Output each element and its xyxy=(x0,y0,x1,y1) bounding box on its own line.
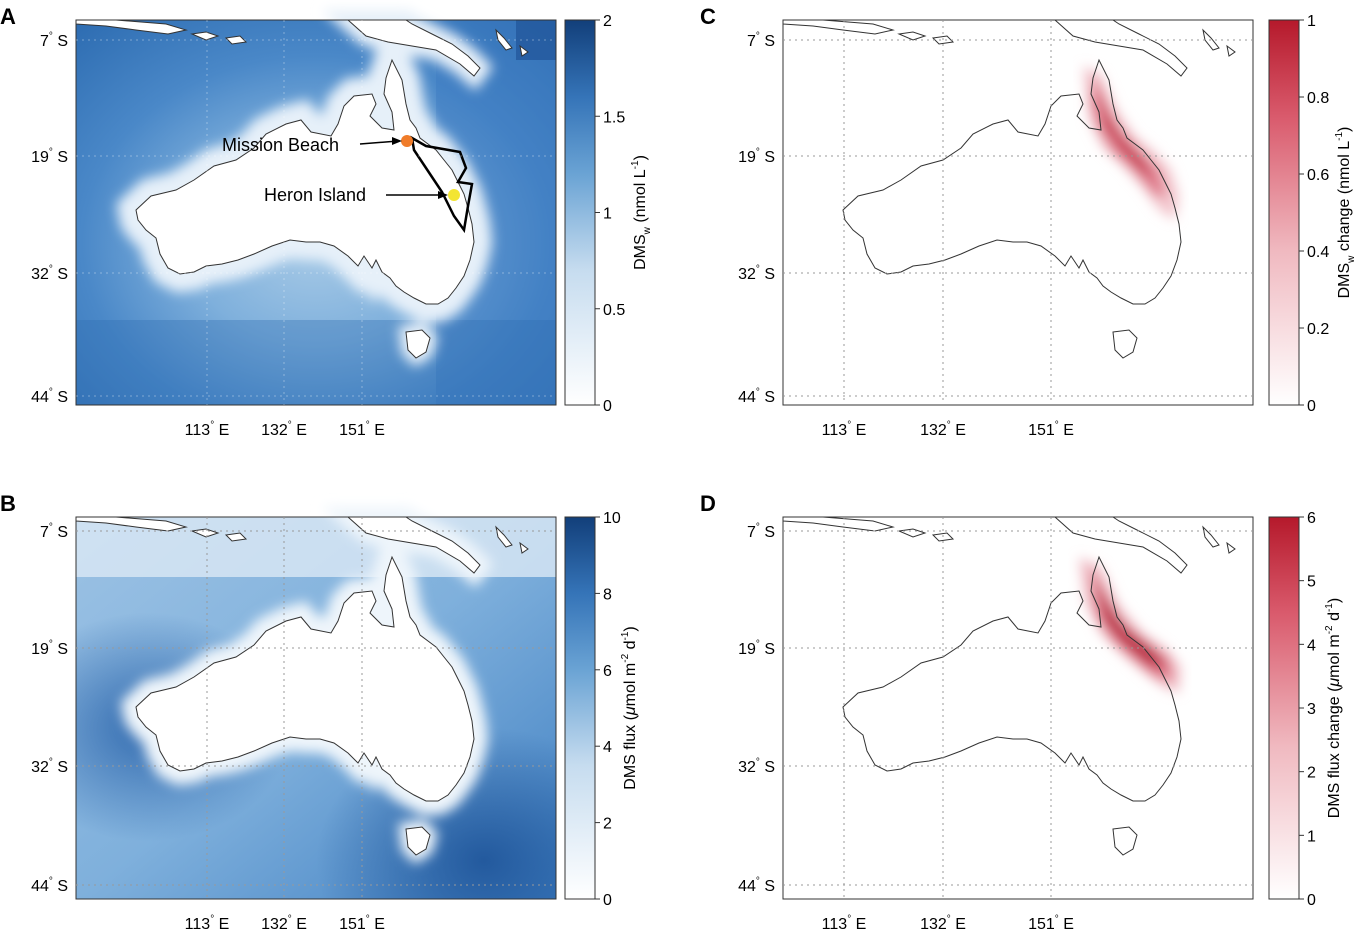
colorbar-tick-label: 0 xyxy=(1307,398,1316,415)
colorbar-scale xyxy=(1268,516,1300,900)
map-area xyxy=(75,517,557,900)
heron-island-marker xyxy=(448,189,460,201)
colorbar-tick-label: 4 xyxy=(1307,637,1316,654)
panel-a: A Mi xyxy=(0,4,653,439)
lat-tick-label: 7° S xyxy=(747,31,775,50)
lat-tick-label: 19° S xyxy=(738,147,775,166)
lat-tick-label: 32° S xyxy=(738,757,775,776)
lon-tick-label: 132° E xyxy=(920,914,966,933)
colorbar-tick-label: 1.5 xyxy=(603,109,625,126)
panel-letter: C xyxy=(700,4,716,29)
lon-tick-label: 151° E xyxy=(339,420,385,439)
lon-tick-label: 113° E xyxy=(185,420,230,439)
colorbar: 0 1 2 3 4 5 6 DMS flux change (μmol m-2 d-1) xyxy=(1268,510,1343,909)
colorbar-label: DMSw change (nmol L-1) xyxy=(1334,127,1357,299)
lat-tick-label: 44° S xyxy=(31,387,68,406)
colorbar-label: DMSw (nmol L-1) xyxy=(630,155,653,270)
panel-letter: D xyxy=(700,491,716,516)
panel-letter: A xyxy=(0,4,16,29)
map-area: Mission Beach Heron Island xyxy=(75,20,557,406)
reef-signal xyxy=(1083,66,1179,220)
heron-island-label: Heron Island xyxy=(264,185,366,205)
map-area xyxy=(782,19,1254,406)
mission-beach-marker xyxy=(401,135,413,147)
colorbar-tick-label: 0.4 xyxy=(1307,244,1329,261)
colorbar-scale xyxy=(564,516,596,900)
colorbar-tick-label: 4 xyxy=(603,739,612,756)
colorbar-tick-label: 8 xyxy=(603,586,612,603)
axes: 7° S 19° S 32° S 44° S 113° E 132° E 151° E xyxy=(738,517,1253,933)
lat-tick-label: 44° S xyxy=(738,876,775,895)
axes: 7° S 19° S 32° S 44° S 113° E 132° E 151° E xyxy=(31,517,556,933)
colorbar-tick-label: 1 xyxy=(1307,828,1316,845)
lon-tick-label: 113° E xyxy=(185,914,230,933)
axes: 7° S 19° S 32° S 44° S 113° E 132° E 151° E xyxy=(31,20,556,439)
lat-tick-label: 19° S xyxy=(31,147,68,166)
lat-tick-label: 32° S xyxy=(738,264,775,283)
colorbar-tick-label: 6 xyxy=(1307,510,1316,527)
lat-tick-label: 44° S xyxy=(31,876,68,895)
colorbar-scale xyxy=(564,19,596,406)
colorbar-tick-label: 2 xyxy=(603,13,612,30)
colorbar-tick-label: 0 xyxy=(1307,892,1316,909)
lat-tick-label: 32° S xyxy=(31,264,68,283)
lon-tick-label: 151° E xyxy=(1028,420,1074,439)
lat-tick-label: 19° S xyxy=(738,639,775,658)
colorbar: 0 0.5 1 1.5 2 DMSw (nmol L-1) xyxy=(564,13,653,415)
reef-signal xyxy=(1079,557,1181,693)
colorbar-tick-label: 1 xyxy=(603,206,612,223)
lon-tick-label: 151° E xyxy=(339,914,385,933)
lat-tick-label: 7° S xyxy=(40,522,68,541)
colorbar-tick-label: 0.2 xyxy=(1307,321,1329,338)
mission-beach-label: Mission Beach xyxy=(222,135,339,155)
reef-region-outline xyxy=(410,135,474,234)
colorbar-tick-label: 0 xyxy=(603,892,612,909)
colorbar-tick-label: 0.6 xyxy=(1307,167,1329,184)
colorbar-tick-label: 0.8 xyxy=(1307,90,1329,107)
lat-tick-label: 19° S xyxy=(31,639,68,658)
colorbar-tick-label: 5 xyxy=(1307,574,1316,591)
colorbar-tick-label: 6 xyxy=(603,663,612,680)
lat-tick-label: 7° S xyxy=(40,31,68,50)
lat-tick-label: 44° S xyxy=(738,387,775,406)
colorbar-tick-label: 0 xyxy=(603,398,612,415)
colorbar-label: DMS flux (μmol m-2 d-1) xyxy=(620,626,639,789)
lat-tick-label: 32° S xyxy=(31,757,68,776)
colorbar: 0 0.2 0.4 0.6 0.8 1 DMSw change (nmol L-1) xyxy=(1268,13,1357,415)
colorbar-scale xyxy=(1268,19,1300,406)
colorbar-tick-label: 2 xyxy=(603,816,612,833)
lon-tick-label: 132° E xyxy=(920,420,966,439)
lat-tick-label: 7° S xyxy=(747,522,775,541)
lon-tick-label: 132° E xyxy=(261,914,307,933)
map-area xyxy=(782,516,1254,900)
colorbar-tick-label: 0.5 xyxy=(603,302,625,319)
colorbar: 0 2 4 6 8 10 DMS flux (μmol m-2 d-1) xyxy=(564,510,639,909)
axes: 7° S 19° S 32° S 44° S 113° E 132° E 151° E xyxy=(738,20,1253,439)
panel-letter: B xyxy=(0,491,16,516)
lon-tick-label: 113° E xyxy=(822,420,867,439)
colorbar-label: DMS flux change (μmol m-2 d-1) xyxy=(1324,598,1343,818)
colorbar-tick-label: 1 xyxy=(1307,13,1316,30)
colorbar-tick-label: 2 xyxy=(1307,765,1316,782)
colorbar-tick-label: 3 xyxy=(1307,701,1316,718)
lon-tick-label: 132° E xyxy=(261,420,307,439)
lon-tick-label: 113° E xyxy=(822,914,867,933)
colorbar-tick-label: 10 xyxy=(603,510,621,527)
lon-tick-label: 151° E xyxy=(1028,914,1074,933)
